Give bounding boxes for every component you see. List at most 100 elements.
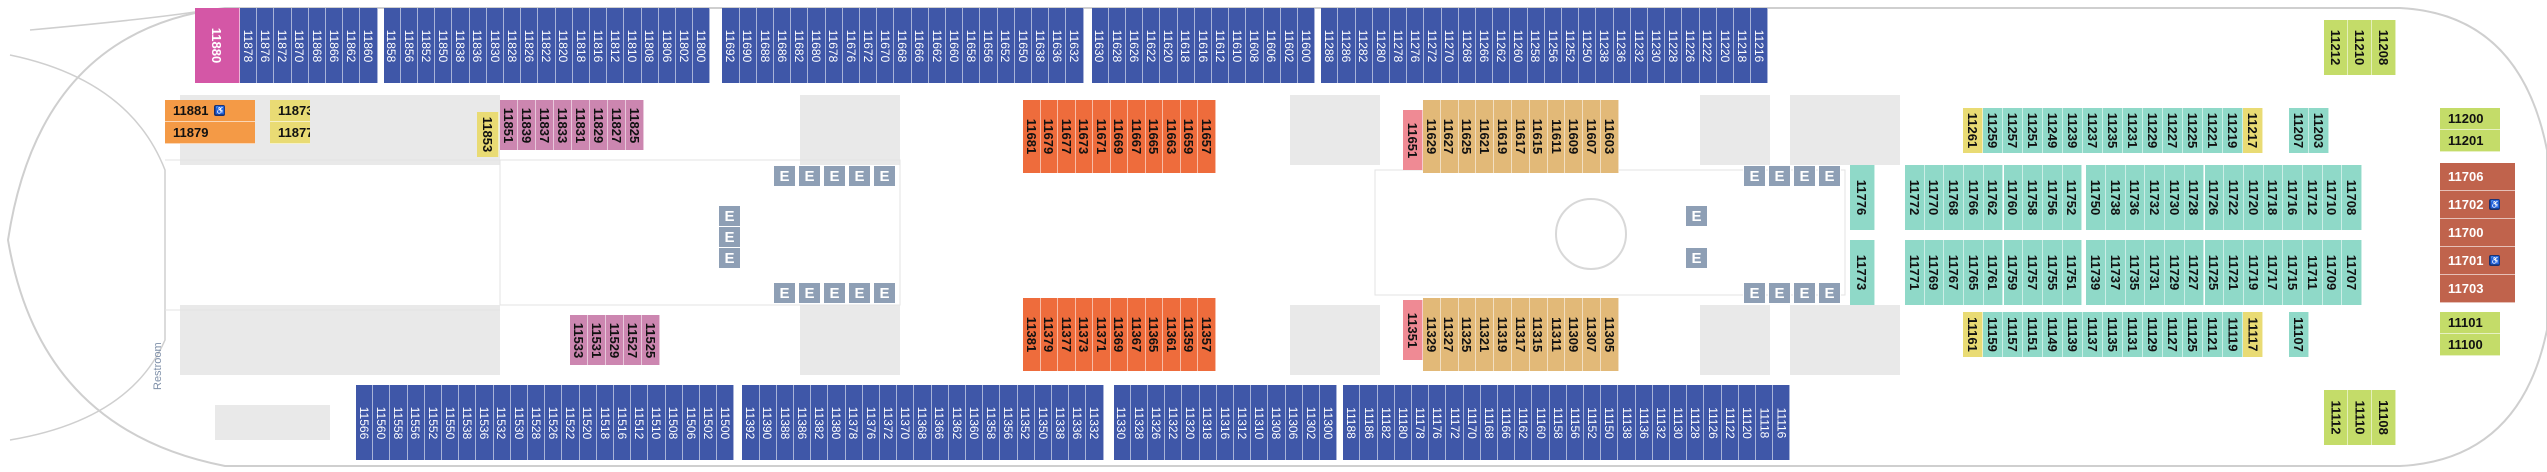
cabin-11552[interactable]: 11552 bbox=[424, 385, 442, 460]
cabin-11676[interactable]: 11676 bbox=[842, 8, 860, 83]
cabin-11221[interactable]: 11221 bbox=[2203, 108, 2223, 153]
cabin-11386[interactable]: 11386 bbox=[794, 385, 812, 460]
cabin-11652[interactable]: 11652 bbox=[997, 8, 1015, 83]
cabin-11816[interactable]: 11816 bbox=[590, 8, 608, 83]
cabin-11672[interactable]: 11672 bbox=[860, 8, 878, 83]
cabin-11376[interactable]: 11376 bbox=[862, 385, 880, 460]
cabin-11350[interactable]: 11350 bbox=[1034, 385, 1052, 460]
cabin-11611[interactable]: 11611 bbox=[1547, 100, 1566, 173]
cabin-11278[interactable]: 11278 bbox=[1390, 8, 1408, 83]
cabin-11680[interactable]: 11680 bbox=[808, 8, 826, 83]
cabin-11530[interactable]: 11530 bbox=[510, 385, 528, 460]
cabin-11725[interactable]: 11725 bbox=[2204, 240, 2225, 305]
cabin-11609[interactable]: 11609 bbox=[1565, 100, 1584, 173]
cabin-11302[interactable]: 11302 bbox=[1302, 385, 1320, 460]
cabin-11388[interactable]: 11388 bbox=[776, 385, 794, 460]
cabin-11310[interactable]: 11310 bbox=[1251, 385, 1269, 460]
cabin-11721[interactable]: 11721 bbox=[2224, 240, 2244, 305]
cabin-11126[interactable]: 11126 bbox=[1704, 385, 1722, 460]
cabin-11132[interactable]: 11132 bbox=[1652, 385, 1670, 460]
cabin-11820[interactable]: 11820 bbox=[555, 8, 573, 83]
cabin-11219[interactable]: 11219 bbox=[2223, 108, 2243, 153]
cabin-11161[interactable]: 11161 bbox=[1963, 312, 1983, 357]
cabin-11826[interactable]: 11826 bbox=[521, 8, 539, 83]
cabin-11262[interactable]: 11262 bbox=[1493, 8, 1511, 83]
cabin-11336[interactable]: 11336 bbox=[1069, 385, 1087, 460]
cabin-11682[interactable]: 11682 bbox=[791, 8, 809, 83]
cabin-11828[interactable]: 11828 bbox=[504, 8, 522, 83]
cabin-11686[interactable]: 11686 bbox=[774, 8, 792, 83]
cabin-11659[interactable]: 11659 bbox=[1180, 100, 1198, 173]
cabin-11610[interactable]: 11610 bbox=[1229, 8, 1247, 83]
cabin-11203[interactable]: 11203 bbox=[2309, 108, 2329, 153]
cabin-11802[interactable]: 11802 bbox=[676, 8, 694, 83]
cabin-11500[interactable]: 11500 bbox=[717, 385, 735, 460]
cabin-11880[interactable]: 11880 bbox=[195, 8, 240, 83]
cabin-11325[interactable]: 11325 bbox=[1458, 298, 1477, 371]
cabin-11838[interactable]: 11838 bbox=[452, 8, 470, 83]
cabin-11750[interactable]: 11750 bbox=[2086, 165, 2106, 230]
cabin-11351[interactable]: 11351 bbox=[1403, 300, 1423, 360]
cabin-11881[interactable]: 11881 ♿ bbox=[165, 100, 255, 122]
cabin-11150[interactable]: 11150 bbox=[1601, 385, 1619, 460]
cabin-11616[interactable]: 11616 bbox=[1194, 8, 1212, 83]
cabin-11372[interactable]: 11372 bbox=[880, 385, 898, 460]
cabin-11270[interactable]: 11270 bbox=[1441, 8, 1459, 83]
cabin-11615[interactable]: 11615 bbox=[1529, 100, 1548, 173]
cabin-11666[interactable]: 11666 bbox=[911, 8, 929, 83]
cabin-11276[interactable]: 11276 bbox=[1407, 8, 1425, 83]
cabin-11186[interactable]: 11186 bbox=[1360, 385, 1378, 460]
cabin-11732[interactable]: 11732 bbox=[2145, 165, 2166, 230]
cabin-11566[interactable]: 11566 bbox=[356, 385, 374, 460]
cabin-11252[interactable]: 11252 bbox=[1562, 8, 1580, 83]
cabin-11367[interactable]: 11367 bbox=[1128, 298, 1146, 371]
cabin-11258[interactable]: 11258 bbox=[1527, 8, 1545, 83]
cabin-11678[interactable]: 11678 bbox=[825, 8, 843, 83]
cabin-11249[interactable]: 11249 bbox=[2043, 108, 2063, 153]
cabin-11860[interactable]: 11860 bbox=[360, 8, 378, 83]
cabin-11308[interactable]: 11308 bbox=[1268, 385, 1286, 460]
cabin-11100[interactable]: 11100 bbox=[2440, 334, 2500, 356]
cabin-11365[interactable]: 11365 bbox=[1145, 298, 1163, 371]
cabin-11201[interactable]: 11201 bbox=[2440, 130, 2500, 152]
cabin-11268[interactable]: 11268 bbox=[1458, 8, 1476, 83]
cabin-11356[interactable]: 11356 bbox=[1000, 385, 1018, 460]
cabin-11159[interactable]: 11159 bbox=[1983, 312, 2003, 357]
cabin-11632[interactable]: 11632 bbox=[1066, 8, 1084, 83]
cabin-11808[interactable]: 11808 bbox=[641, 8, 659, 83]
cabin-11636[interactable]: 11636 bbox=[1049, 8, 1067, 83]
cabin-11677[interactable]: 11677 bbox=[1058, 100, 1076, 173]
cabin-11228[interactable]: 11228 bbox=[1665, 8, 1683, 83]
cabin-11128[interactable]: 11128 bbox=[1687, 385, 1705, 460]
cabin-11638[interactable]: 11638 bbox=[1032, 8, 1050, 83]
cabin-11560[interactable]: 11560 bbox=[373, 385, 391, 460]
cabin-11528[interactable]: 11528 bbox=[528, 385, 546, 460]
cabin-11518[interactable]: 11518 bbox=[596, 385, 614, 460]
cabin-11156[interactable]: 11156 bbox=[1566, 385, 1584, 460]
cabin-11533[interactable]: 11533 bbox=[570, 315, 588, 365]
cabin-11210[interactable]: 11210 bbox=[2348, 20, 2372, 75]
cabin-11812[interactable]: 11812 bbox=[607, 8, 625, 83]
cabin-11229[interactable]: 11229 bbox=[2143, 108, 2163, 153]
cabin-11663[interactable]: 11663 bbox=[1163, 100, 1181, 173]
cabin-11602[interactable]: 11602 bbox=[1280, 8, 1298, 83]
cabin-11728[interactable]: 11728 bbox=[2184, 165, 2205, 230]
cabin-11752[interactable]: 11752 bbox=[2062, 165, 2083, 230]
cabin-11660[interactable]: 11660 bbox=[946, 8, 964, 83]
cabin-11656[interactable]: 11656 bbox=[980, 8, 998, 83]
cabin-11311[interactable]: 11311 bbox=[1547, 298, 1566, 371]
cabin-11306[interactable]: 11306 bbox=[1285, 385, 1303, 460]
cabin-11711[interactable]: 11711 bbox=[2303, 240, 2323, 305]
cabin-11688[interactable]: 11688 bbox=[756, 8, 774, 83]
cabin-11600[interactable]: 11600 bbox=[1298, 8, 1316, 83]
cabin-11671[interactable]: 11671 bbox=[1093, 100, 1111, 173]
cabin-11873[interactable]: 11873♿ bbox=[270, 100, 310, 122]
cabin-11527[interactable]: 11527 bbox=[624, 315, 642, 365]
cabin-11125[interactable]: 11125 bbox=[2183, 312, 2203, 357]
cabin-11558[interactable]: 11558 bbox=[390, 385, 408, 460]
cabin-11526[interactable]: 11526 bbox=[545, 385, 563, 460]
cabin-11850[interactable]: 11850 bbox=[435, 8, 453, 83]
cabin-11309[interactable]: 11309 bbox=[1565, 298, 1584, 371]
cabin-11858[interactable]: 11858 bbox=[383, 8, 401, 83]
cabin-11212[interactable]: 11212 bbox=[2324, 20, 2348, 75]
